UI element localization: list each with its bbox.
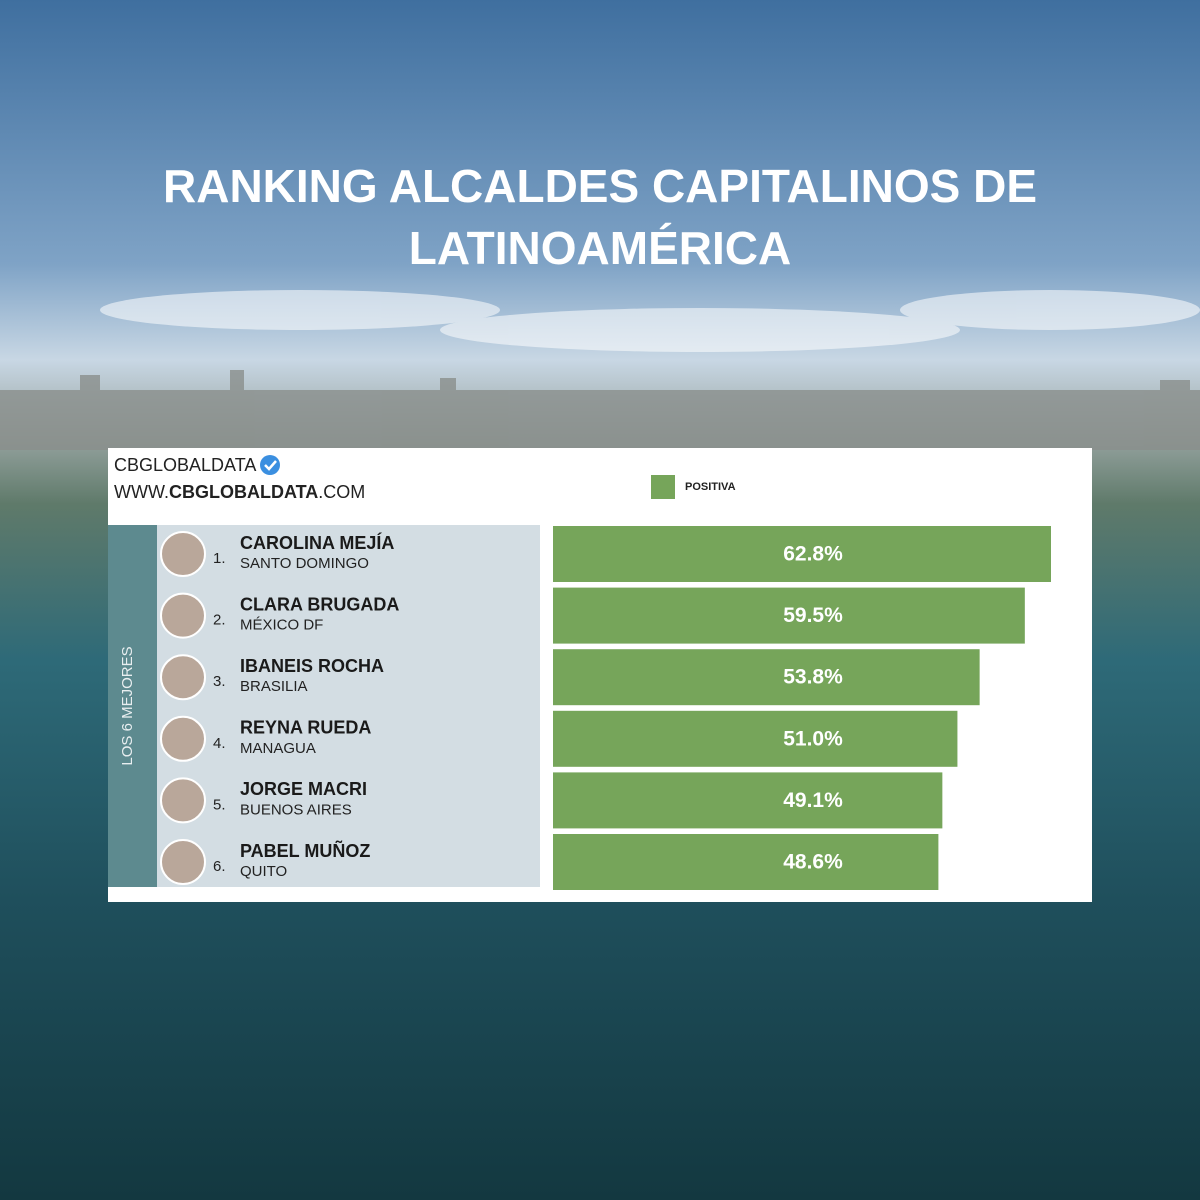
bar: [553, 587, 1025, 644]
bar: [553, 710, 958, 767]
rank: 3.: [213, 673, 226, 690]
city: BRASILIA: [240, 678, 308, 695]
rank: 6.: [213, 858, 226, 875]
city: QUITO: [240, 863, 287, 880]
legend-label: POSITIVA: [685, 481, 736, 493]
mayor-name: PABEL MUÑOZ: [240, 840, 370, 861]
side-strip: [108, 525, 157, 887]
website-name: CBGLOBALDATA: [169, 482, 318, 502]
rank: 4.: [213, 735, 226, 752]
source: CBGLOBALDATA: [114, 455, 256, 475]
mayor-name: JORGE MACRI: [240, 779, 367, 799]
names-panel: [157, 525, 540, 887]
mayor-name: REYNA RUEDA: [240, 718, 371, 738]
rank: 5.: [213, 796, 226, 813]
value-label: 48.6%: [783, 851, 843, 874]
bar: [553, 772, 943, 829]
legend-swatch: [651, 475, 675, 499]
rank: 2.: [213, 612, 226, 629]
website-suffix: .COM: [318, 482, 365, 502]
verified-check: [264, 460, 277, 471]
bar: [553, 526, 1051, 582]
website: WWW.CBGLOBALDATA.COM: [114, 482, 365, 502]
rank: 1.: [213, 550, 226, 567]
value-label: 53.8%: [783, 666, 843, 689]
mayor-name: CLARA BRUGADA: [240, 594, 399, 614]
bar: [553, 834, 939, 890]
avatar: [160, 839, 206, 885]
side-label: LOS 6 MEJORES: [119, 646, 136, 765]
avatar: [160, 592, 206, 639]
city: BUENOS AIRES: [240, 801, 352, 818]
mayor-name: CAROLINA MEJÍA: [240, 532, 394, 553]
city: MÉXICO DF: [240, 617, 323, 634]
city: SANTO DOMINGO: [240, 555, 369, 572]
city: MANAGUA: [240, 740, 316, 757]
value-label: 49.1%: [783, 789, 843, 812]
title-line-1: RANKING ALCALDES CAPITALINOS DE: [163, 160, 1037, 212]
mayor-name: IBANEIS ROCHA: [240, 656, 384, 676]
verified-icon: [260, 455, 280, 475]
avatar: [160, 777, 206, 824]
avatar: [160, 715, 206, 762]
value-label: 62.8%: [783, 543, 843, 566]
bar: [553, 649, 980, 706]
title-line-2: LATINOAMÉRICA: [409, 222, 791, 274]
website-prefix: WWW.: [114, 482, 169, 502]
avatar: [160, 654, 206, 701]
avatar: [160, 531, 206, 577]
clouds: [100, 290, 1200, 352]
skyline: [0, 370, 1200, 450]
value-label: 51.0%: [783, 727, 843, 750]
value-label: 59.5%: [783, 604, 843, 627]
